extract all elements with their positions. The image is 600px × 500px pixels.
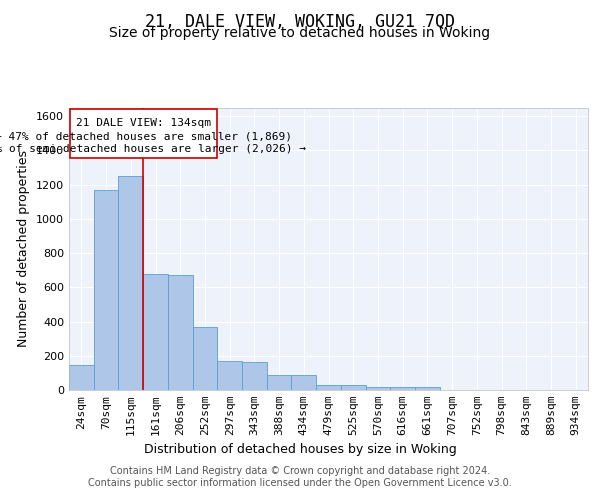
Text: Size of property relative to detached houses in Woking: Size of property relative to detached ho…	[109, 26, 491, 40]
Bar	[70, 109, 217, 158]
Bar	[267, 376, 292, 390]
Text: Distribution of detached houses by size in Woking: Distribution of detached houses by size …	[143, 442, 457, 456]
Text: ← 47% of detached houses are smaller (1,869): ← 47% of detached houses are smaller (1,…	[0, 131, 292, 141]
Bar	[94, 190, 118, 390]
Text: Contains HM Land Registry data © Crown copyright and database right 2024.
Contai: Contains HM Land Registry data © Crown c…	[88, 466, 512, 487]
Bar	[168, 276, 193, 390]
Bar	[415, 388, 440, 390]
Bar	[193, 326, 217, 390]
Bar	[365, 386, 390, 390]
Text: 51% of semi-detached houses are larger (2,026) →: 51% of semi-detached houses are larger (…	[0, 144, 306, 154]
Bar	[69, 365, 94, 390]
Bar	[316, 385, 341, 390]
Bar	[118, 176, 143, 390]
Text: 21, DALE VIEW, WOKING, GU21 7QD: 21, DALE VIEW, WOKING, GU21 7QD	[145, 12, 455, 30]
Text: 21 DALE VIEW: 134sqm: 21 DALE VIEW: 134sqm	[76, 118, 211, 128]
Bar	[143, 274, 168, 390]
Bar	[242, 362, 267, 390]
Bar	[390, 386, 415, 390]
Bar	[341, 385, 365, 390]
Bar	[292, 376, 316, 390]
Y-axis label: Number of detached properties: Number of detached properties	[17, 150, 31, 348]
Bar	[217, 361, 242, 390]
